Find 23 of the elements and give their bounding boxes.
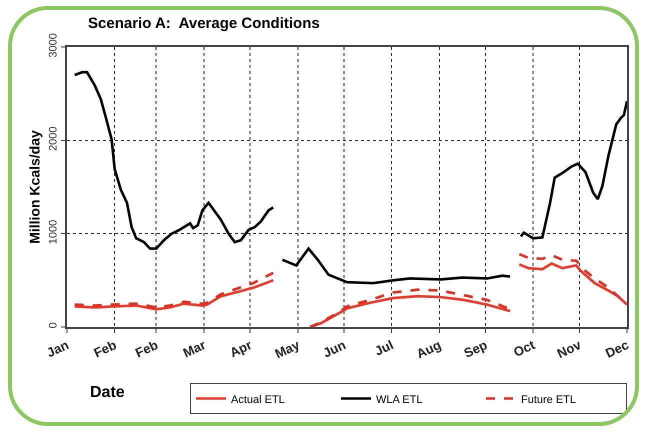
x-tick-label: Oct [511, 336, 538, 360]
x-tick-label: Mar [180, 337, 208, 360]
x-tick-label: Jul [372, 337, 396, 359]
y-tick-label: 1000 [48, 220, 60, 244]
x-tick-label: May [272, 336, 302, 362]
legend-label: Future ETL [521, 394, 576, 406]
x-tick-label: Aug [414, 337, 444, 362]
legend-label: Actual ETL [231, 394, 285, 406]
y-tick-label: 3000 [48, 33, 60, 58]
x-axis-title: Date [90, 384, 125, 401]
y-axis-title: Million Kcals/day [26, 130, 43, 244]
x-tick-label: Jan [44, 337, 72, 360]
y-tick-label: 0 [48, 322, 60, 328]
x-tick-label: Feb [91, 337, 119, 360]
x-tick-label: Dec [603, 337, 632, 361]
chart-title: Scenario A: Average Conditions [88, 14, 320, 32]
x-tick-label: Nov [554, 336, 584, 362]
legend-label: WLA ETL [376, 394, 422, 406]
x-tick-label: Apr [227, 337, 254, 360]
x-tick-label: Feb [132, 337, 160, 360]
x-tick-label: Sep [462, 337, 490, 361]
y-tick-label: 2000 [48, 126, 60, 151]
x-tick-label: Jun [320, 337, 348, 360]
